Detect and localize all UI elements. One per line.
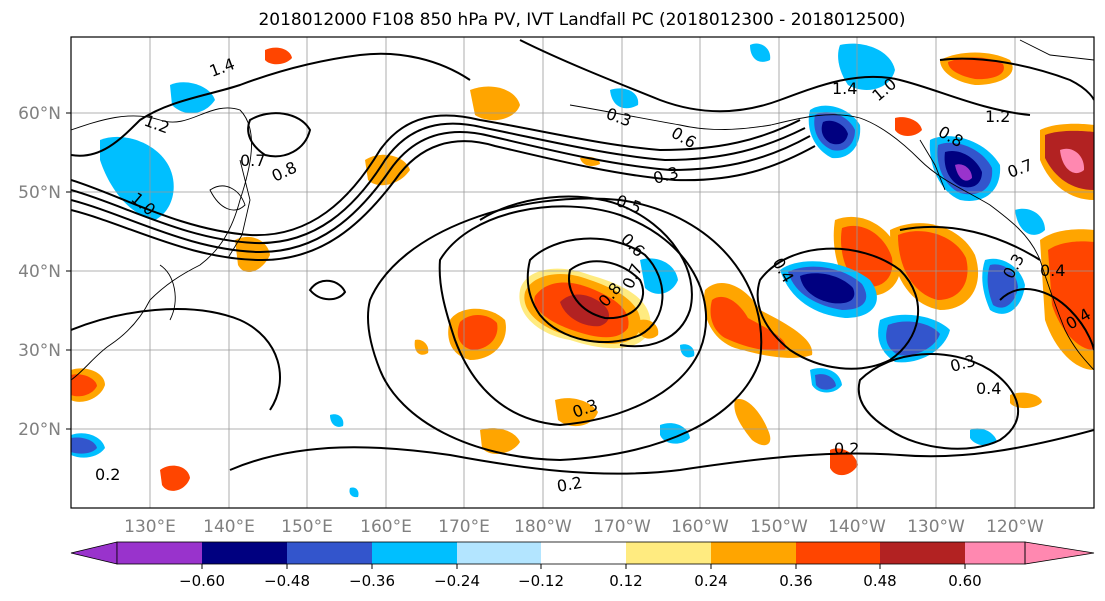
lat-label: 30°N xyxy=(18,341,61,361)
map-panel: 1.4 1.2 0.7 0.8 1.0 0.3 0.6 0.3 0.5 0.6 … xyxy=(70,36,1095,509)
colorbar-segment xyxy=(626,542,711,564)
colorbar-segment xyxy=(796,542,880,564)
graticule xyxy=(71,37,1094,508)
figure-title: 2018012000 F108 850 hPa PV, IVT Landfall… xyxy=(258,10,905,30)
coastlines xyxy=(71,39,1094,381)
colorbar-right-extension xyxy=(1024,541,1095,565)
lat-label: 20°N xyxy=(18,420,61,440)
latitude-labels: 60°N 50°N 40°N 30°N 20°N xyxy=(18,104,71,440)
colorbar-tick-label: 0.12 xyxy=(609,572,642,590)
colorbar-segment xyxy=(880,542,965,564)
contour-label: 0.7 xyxy=(240,151,265,170)
colorbar-segment xyxy=(372,542,457,564)
negative-anomaly-fields xyxy=(71,43,1045,498)
lon-label: 150°E xyxy=(281,517,333,537)
colorbar-segment xyxy=(541,542,626,564)
lon-label: 130°E xyxy=(124,517,176,537)
contour-label: 0.2 xyxy=(555,473,583,496)
lon-label: 120°W xyxy=(986,517,1044,537)
colorbar-segment xyxy=(457,542,541,564)
contour-label: 1.2 xyxy=(985,107,1010,126)
lon-label: 180°W xyxy=(514,517,572,537)
map-frame xyxy=(70,36,1095,509)
colorbar-segment xyxy=(965,542,1025,564)
colorbar-left-extension xyxy=(70,541,118,565)
colorbar-segment xyxy=(202,542,287,564)
colorbar-tick-label: −0.60 xyxy=(179,572,225,590)
colorbar-tick-label: −0.24 xyxy=(434,572,480,590)
lat-label: 60°N xyxy=(18,104,61,124)
lon-label: 170°E xyxy=(438,517,490,537)
colorbar-segment xyxy=(287,542,372,564)
lon-label: 160°W xyxy=(671,517,729,537)
contour-label: 0.4 xyxy=(976,379,1001,398)
colorbar: −0.60 −0.48 −0.36 −0.24 −0.12 0.12 0.24 … xyxy=(70,541,1095,590)
colorbar-ticks xyxy=(201,564,966,569)
lon-label: 160°E xyxy=(360,517,412,537)
lon-label: 140°E xyxy=(203,517,255,537)
colorbar-tick-label: −0.12 xyxy=(518,572,564,590)
contour-label: 0.2 xyxy=(834,439,859,458)
lat-label: 40°N xyxy=(18,262,61,282)
colorbar-tick-label: 0.24 xyxy=(694,572,727,590)
colorbar-tick-label: 0.36 xyxy=(779,572,812,590)
contour-label: 0.2 xyxy=(95,465,120,484)
colorbar-segment xyxy=(711,542,796,564)
contour-label: 1.4 xyxy=(832,79,857,98)
contour-label: 0.4 xyxy=(1040,261,1065,280)
lon-label: 130°W xyxy=(907,517,965,537)
lon-label: 140°W xyxy=(828,517,886,537)
lat-label: 50°N xyxy=(18,183,61,203)
colorbar-tick-label: −0.48 xyxy=(264,572,310,590)
colorbar-tick-label: −0.36 xyxy=(349,572,395,590)
lon-label: 150°W xyxy=(750,517,808,537)
longitude-labels: 130°E 140°E 150°E 160°E 170°E 180°W 170°… xyxy=(124,517,1044,537)
lon-label: 170°W xyxy=(593,517,651,537)
colorbar-tick-label: 0.60 xyxy=(948,572,981,590)
colorbar-frame xyxy=(116,541,1026,565)
colorbar-segment xyxy=(117,542,202,564)
colorbar-tick-label: 0.48 xyxy=(863,572,896,590)
ivt-contours xyxy=(71,39,1094,475)
